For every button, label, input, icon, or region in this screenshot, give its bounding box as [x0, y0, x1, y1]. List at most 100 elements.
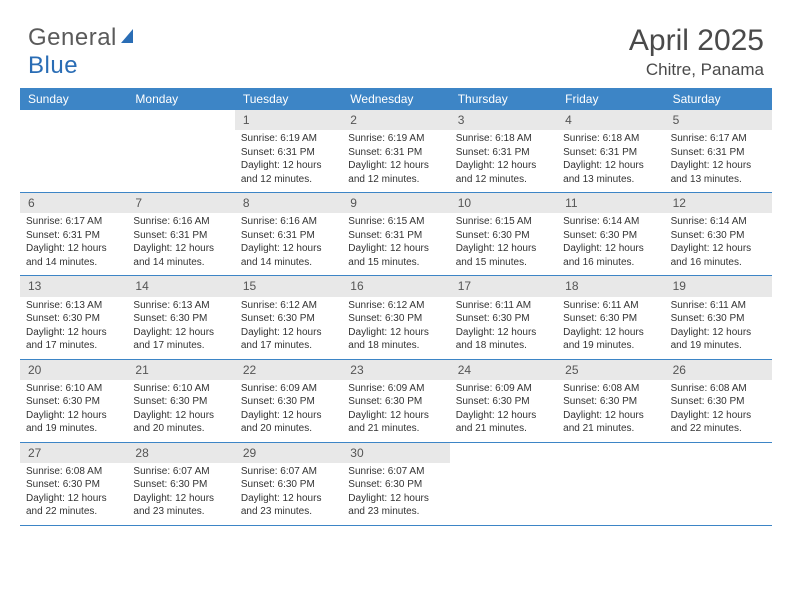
sunrise-text: Sunrise: 6:15 AM — [456, 215, 551, 229]
sunrise-text: Sunrise: 6:07 AM — [348, 465, 443, 479]
day-body: Sunrise: 6:11 AMSunset: 6:30 PMDaylight:… — [665, 297, 772, 359]
daylight-text: Daylight: 12 hours and 15 minutes. — [348, 242, 443, 269]
daylight-text: Daylight: 12 hours and 21 minutes. — [348, 409, 443, 436]
day-number: 26 — [665, 360, 772, 380]
sunset-text: Sunset: 6:31 PM — [348, 146, 443, 160]
day-number: 14 — [127, 276, 234, 296]
day-cell: 16Sunrise: 6:12 AMSunset: 6:30 PMDayligh… — [342, 276, 449, 358]
day-body: Sunrise: 6:15 AMSunset: 6:30 PMDaylight:… — [450, 213, 557, 275]
day-number: 25 — [557, 360, 664, 380]
weekday-header: Friday — [557, 88, 664, 110]
day-number: 21 — [127, 360, 234, 380]
day-body: Sunrise: 6:14 AMSunset: 6:30 PMDaylight:… — [665, 213, 772, 275]
daylight-text: Daylight: 12 hours and 13 minutes. — [563, 159, 658, 186]
day-body: Sunrise: 6:12 AMSunset: 6:30 PMDaylight:… — [235, 297, 342, 359]
location-label: Chitre, Panama — [629, 60, 764, 80]
sunset-text: Sunset: 6:31 PM — [241, 229, 336, 243]
sunset-text: Sunset: 6:31 PM — [671, 146, 766, 160]
weekday-header: Sunday — [20, 88, 127, 110]
day-body: Sunrise: 6:18 AMSunset: 6:31 PMDaylight:… — [557, 130, 664, 192]
day-cell: 22Sunrise: 6:09 AMSunset: 6:30 PMDayligh… — [235, 360, 342, 442]
day-number: 22 — [235, 360, 342, 380]
sunrise-text: Sunrise: 6:07 AM — [241, 465, 336, 479]
daylight-text: Daylight: 12 hours and 18 minutes. — [456, 326, 551, 353]
daylight-text: Daylight: 12 hours and 17 minutes. — [133, 326, 228, 353]
day-number: 29 — [235, 443, 342, 463]
sunset-text: Sunset: 6:30 PM — [241, 395, 336, 409]
day-cell: 27Sunrise: 6:08 AMSunset: 6:30 PMDayligh… — [20, 443, 127, 525]
day-cell — [20, 110, 127, 192]
sunset-text: Sunset: 6:30 PM — [671, 229, 766, 243]
daylight-text: Daylight: 12 hours and 13 minutes. — [671, 159, 766, 186]
weekday-header-row: Sunday Monday Tuesday Wednesday Thursday… — [20, 88, 772, 110]
week-row: 13Sunrise: 6:13 AMSunset: 6:30 PMDayligh… — [20, 276, 772, 359]
sunset-text: Sunset: 6:30 PM — [456, 312, 551, 326]
sunset-text: Sunset: 6:30 PM — [26, 395, 121, 409]
day-body: Sunrise: 6:16 AMSunset: 6:31 PMDaylight:… — [235, 213, 342, 275]
daylight-text: Daylight: 12 hours and 17 minutes. — [241, 326, 336, 353]
day-cell: 18Sunrise: 6:11 AMSunset: 6:30 PMDayligh… — [557, 276, 664, 358]
sunrise-text: Sunrise: 6:12 AM — [348, 299, 443, 313]
week-row: 6Sunrise: 6:17 AMSunset: 6:31 PMDaylight… — [20, 193, 772, 276]
day-number: 17 — [450, 276, 557, 296]
sunrise-text: Sunrise: 6:17 AM — [671, 132, 766, 146]
sunset-text: Sunset: 6:30 PM — [133, 478, 228, 492]
sunset-text: Sunset: 6:30 PM — [671, 312, 766, 326]
sunrise-text: Sunrise: 6:08 AM — [563, 382, 658, 396]
sunrise-text: Sunrise: 6:10 AM — [133, 382, 228, 396]
day-cell: 29 Sunrise: 6:07 AMSunset: 6:30 PMDayligh… — [235, 443, 342, 525]
day-number: 2 — [342, 110, 449, 130]
day-cell: 19Sunrise: 6:11 AMSunset: 6:30 PMDayligh… — [665, 276, 772, 358]
day-body: Sunrise: 6:07 AMSunset: 6:30 PMDaylight:… — [127, 463, 234, 525]
sunset-text: Sunset: 6:31 PM — [348, 229, 443, 243]
day-body: Sunrise: 6:08 AMSunset: 6:30 PMDaylight:… — [557, 380, 664, 442]
sunrise-text: Sunrise: 6:09 AM — [456, 382, 551, 396]
day-number: 23 — [342, 360, 449, 380]
day-cell — [557, 443, 664, 525]
day-cell: 20Sunrise: 6:10 AMSunset: 6:30 PMDayligh… — [20, 360, 127, 442]
day-body: Sunrise: 6:09 AMSunset: 6:30 PMDaylight:… — [342, 380, 449, 442]
day-number: 19 — [665, 276, 772, 296]
day-cell: 11Sunrise: 6:14 AMSunset: 6:30 PMDayligh… — [557, 193, 664, 275]
sunrise-text: Sunrise: 6:11 AM — [563, 299, 658, 313]
week-row: 1Sunrise: 6:19 AMSunset: 6:31 PMDaylight… — [20, 110, 772, 193]
daylight-text: Daylight: 12 hours and 16 minutes. — [671, 242, 766, 269]
sunrise-text: Sunrise: 6:16 AM — [241, 215, 336, 229]
week-row: 27Sunrise: 6:08 AMSunset: 6:30 PMDayligh… — [20, 443, 772, 526]
daylight-text: Daylight: 12 hours and 17 minutes. — [26, 326, 121, 353]
weekday-header: Wednesday — [342, 88, 449, 110]
daylight-text: Daylight: 12 hours and 16 minutes. — [563, 242, 658, 269]
sunrise-text: Sunrise: 6:18 AM — [563, 132, 658, 146]
day-cell — [665, 443, 772, 525]
sunset-text: Sunset: 6:30 PM — [241, 478, 336, 492]
day-number: 9 — [342, 193, 449, 213]
day-cell: 8Sunrise: 6:16 AMSunset: 6:31 PMDaylight… — [235, 193, 342, 275]
sunset-text: Sunset: 6:31 PM — [456, 146, 551, 160]
weekday-header: Thursday — [450, 88, 557, 110]
day-number: 8 — [235, 193, 342, 213]
daylight-text: Daylight: 12 hours and 20 minutes. — [133, 409, 228, 436]
day-body: Sunrise: 6:19 AMSunset: 6:31 PMDaylight:… — [235, 130, 342, 192]
day-body: Sunrise: 6:10 AMSunset: 6:30 PMDaylight:… — [127, 380, 234, 442]
day-body: Sunrise: 6:16 AMSunset: 6:31 PMDaylight:… — [127, 213, 234, 275]
sunset-text: Sunset: 6:30 PM — [348, 312, 443, 326]
sunrise-text: Sunrise: 6:14 AM — [563, 215, 658, 229]
weeks-container: 1Sunrise: 6:19 AMSunset: 6:31 PMDaylight… — [20, 110, 772, 526]
daylight-text: Daylight: 12 hours and 19 minutes. — [563, 326, 658, 353]
sunrise-text: Sunrise: 6:17 AM — [26, 215, 121, 229]
day-cell: 1Sunrise: 6:19 AMSunset: 6:31 PMDaylight… — [235, 110, 342, 192]
sunset-text: Sunset: 6:30 PM — [133, 395, 228, 409]
sunrise-text: Sunrise: 6:14 AM — [671, 215, 766, 229]
day-cell: 30Sunrise: 6:07 AMSunset: 6:30 PMDayligh… — [342, 443, 449, 525]
daylight-text: Daylight: 12 hours and 22 minutes. — [26, 492, 121, 519]
sunset-text: Sunset: 6:30 PM — [26, 478, 121, 492]
day-number: 16 — [342, 276, 449, 296]
day-cell: 9Sunrise: 6:15 AMSunset: 6:31 PMDaylight… — [342, 193, 449, 275]
day-cell: 4Sunrise: 6:18 AMSunset: 6:31 PMDaylight… — [557, 110, 664, 192]
weekday-header: Monday — [127, 88, 234, 110]
day-number: 6 — [20, 193, 127, 213]
day-body: Sunrise: 6:09 AMSunset: 6:30 PMDaylight:… — [450, 380, 557, 442]
daylight-text: Daylight: 12 hours and 23 minutes. — [241, 492, 336, 519]
daylight-text: Daylight: 12 hours and 14 minutes. — [133, 242, 228, 269]
day-number: 30 — [342, 443, 449, 463]
